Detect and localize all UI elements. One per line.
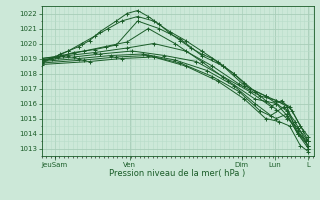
X-axis label: Pression niveau de la mer( hPa ): Pression niveau de la mer( hPa ) — [109, 169, 246, 178]
